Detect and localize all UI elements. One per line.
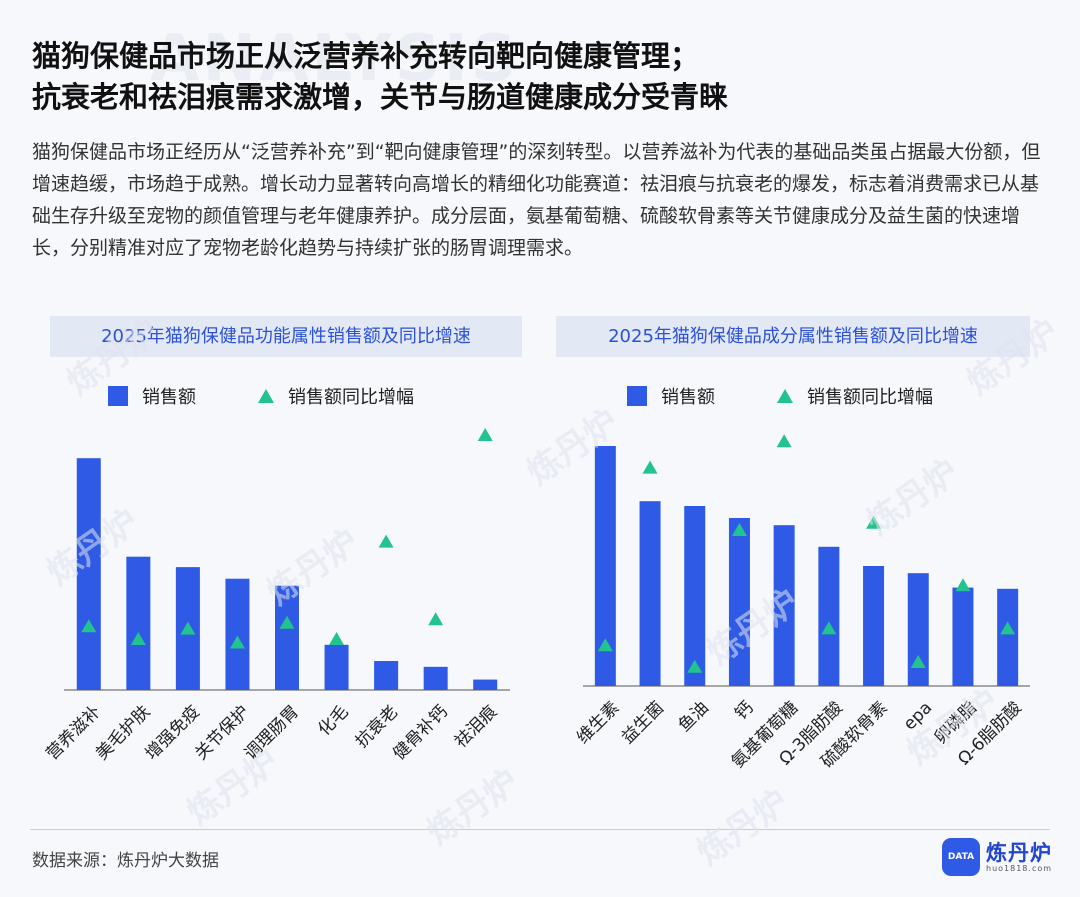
legend-marker-label: 销售额同比增幅 [807,387,933,408]
logo-name: 炼丹炉 [986,840,1052,865]
bar [952,587,974,686]
growth-marker [378,534,394,548]
tick-label: 营养滋补 [43,702,105,764]
growth-marker [130,632,146,645]
bar-legend-swatch [627,386,647,406]
bar [374,661,399,690]
data-source: 数据来源：炼丹炉大数据 [32,851,219,871]
logo-url: huo1818.com [986,863,1053,873]
bar [997,588,1019,686]
chart-title-function: 2025年猫狗保健品功能属性销售额及同比增速 [50,316,522,357]
tick-label: 鱼油 [675,698,713,736]
legend-bar-label: 销售额 [142,387,196,408]
footer-divider [30,829,1050,830]
tick-label: 钙 [731,698,757,724]
bar [684,506,706,686]
growth-marker [180,621,196,635]
growth-marker [821,621,837,635]
growth-marker [597,638,613,652]
intro-paragraph: 猫狗保健品市场正经历从“泛营养补充”到“靶向健康管理”的深刻转型。以营养滋补为代… [32,141,1041,259]
triangle-legend-icon [258,389,274,403]
growth-marker [642,460,658,474]
legend-bar-label: 销售额 [661,387,715,408]
tick-label: 维生素 [573,698,623,748]
bar [728,518,750,686]
bar [773,525,795,686]
watermark: ANALYSIS [150,22,520,96]
legend-marker-label: 销售额同比增幅 [288,387,414,408]
bar [863,566,885,686]
bar [639,501,661,686]
tick-label: 健骨补钙 [389,702,451,764]
legend-function: 销售额 销售额同比增幅 [108,383,414,409]
bar [225,578,250,690]
bar [818,546,840,686]
bar [423,666,448,690]
growth-marker [428,612,444,626]
bar [907,573,929,686]
tick-label: 益生菌 [618,698,668,748]
tick-label: 关节保护 [191,702,253,764]
growth-marker [279,615,295,629]
bar-legend-swatch [108,386,128,406]
growth-marker [955,578,971,592]
growth-marker [1000,621,1016,635]
growth-marker [329,632,345,645]
tick-label: 祛泪痕 [451,702,501,752]
growth-marker [81,619,97,633]
growth-marker [477,428,493,441]
bar [594,446,616,686]
bar [473,679,498,690]
bar [324,644,349,690]
chart-title-ingredient: 2025年猫狗保健品成分属性销售额及同比增速 [556,316,1030,357]
triangle-legend-icon [777,389,793,403]
tick-label: 调理肠胃 [241,702,303,764]
growth-marker [687,659,703,673]
growth-marker [229,635,245,649]
logo-badge-icon: DATA [942,838,980,876]
growth-marker [866,515,882,529]
legend-ingredient: 销售额 销售额同比增幅 [627,383,933,409]
page-title: 猫狗保健品市场正从泛营养补充转向靶向健康管理； 抗衰老和祛泪痕需求激增，关节与肠道… [32,39,729,114]
tick-label: epa [900,698,937,735]
tick-label: 美毛护肤 [92,702,154,764]
tick-label: 增强免疫 [142,702,204,764]
tick-label: 化毛 [314,702,352,740]
bar [126,556,151,690]
growth-marker [910,655,926,668]
growth-marker [731,523,747,536]
bar [275,585,299,690]
brand-logo: DATA 炼丹炉 huo1818.com [942,838,1052,876]
growth-marker [776,434,792,448]
bar [76,458,101,690]
